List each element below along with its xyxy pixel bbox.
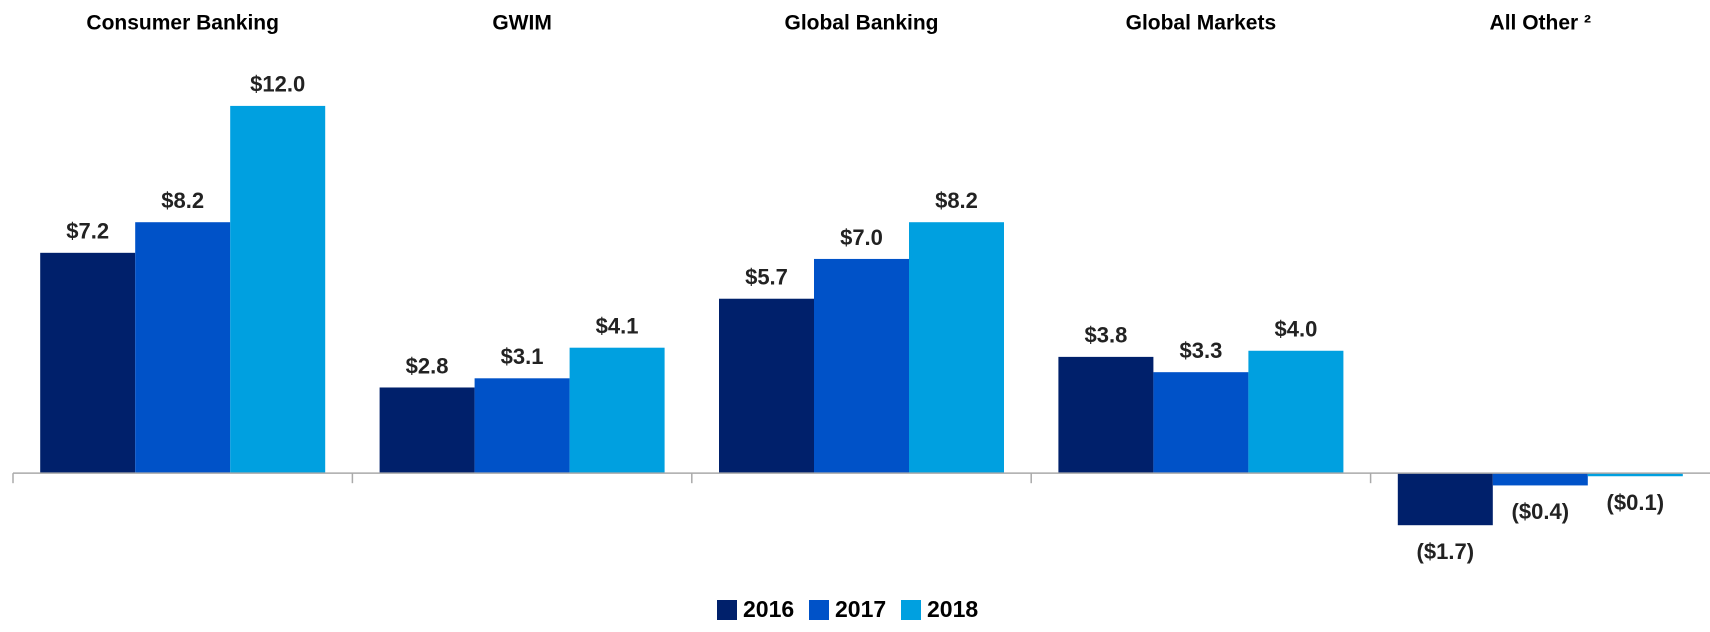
value-label: $7.0	[840, 225, 883, 250]
category-label: All Other ²	[1490, 12, 1592, 35]
legend-label: 2016	[743, 596, 794, 622]
bar	[1248, 350, 1344, 474]
legend-swatch	[809, 600, 829, 620]
value-label: ($1.7)	[1417, 539, 1474, 564]
category-label: Consumer Banking	[86, 12, 279, 35]
value-label: $4.1	[596, 314, 639, 339]
bar	[135, 222, 231, 474]
legend-label: 2018	[927, 596, 978, 622]
value-label: ($0.4)	[1512, 499, 1569, 524]
value-label: $8.2	[935, 188, 978, 213]
legend-label: 2017	[835, 596, 886, 622]
value-label: $8.2	[161, 188, 204, 213]
legend-swatch	[717, 600, 737, 620]
value-label: $3.1	[501, 344, 544, 369]
bar	[719, 298, 814, 474]
category-label: GWIM	[492, 12, 551, 35]
bar	[1492, 473, 1588, 486]
value-label: $3.3	[1179, 338, 1222, 363]
legend-swatch	[901, 600, 921, 620]
bar	[474, 378, 570, 474]
value-label: ($0.1)	[1607, 490, 1664, 515]
bar	[1058, 356, 1154, 474]
value-label: $4.0	[1274, 317, 1317, 342]
bar	[1587, 473, 1683, 477]
bar	[569, 347, 665, 474]
value-label: $3.8	[1084, 323, 1127, 348]
bar	[379, 387, 475, 474]
value-label: $2.8	[406, 353, 449, 378]
value-label: $5.7	[745, 265, 788, 290]
category-label: Global Markets	[1126, 12, 1277, 35]
bar	[1397, 473, 1493, 526]
bar	[1153, 372, 1249, 474]
bar	[909, 222, 1004, 474]
bar	[230, 105, 326, 474]
category-label: Global Banking	[784, 12, 938, 35]
bar	[40, 252, 136, 474]
bar	[814, 258, 909, 474]
value-label: $7.2	[66, 219, 109, 244]
value-label: $12.0	[250, 72, 305, 97]
